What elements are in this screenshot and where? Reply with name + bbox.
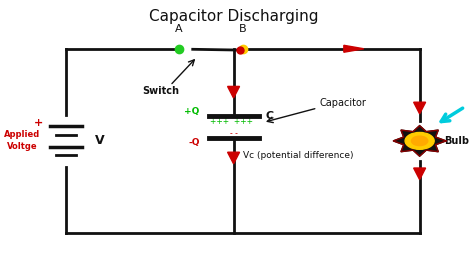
- Text: +: +: [34, 118, 43, 128]
- Polygon shape: [393, 126, 446, 156]
- Polygon shape: [344, 45, 364, 52]
- Text: - -: - -: [229, 129, 237, 138]
- Polygon shape: [228, 152, 239, 164]
- Circle shape: [405, 132, 434, 149]
- Polygon shape: [414, 168, 426, 180]
- Text: A: A: [175, 24, 183, 34]
- Text: C: C: [265, 111, 273, 121]
- Circle shape: [411, 136, 428, 146]
- Text: Applied
Voltge: Applied Voltge: [4, 131, 41, 151]
- Text: Capacitor: Capacitor: [320, 98, 367, 108]
- Text: +++  +++: +++ +++: [210, 117, 253, 126]
- Text: +Q: +Q: [184, 107, 200, 117]
- Text: V: V: [95, 134, 105, 147]
- Text: Capacitor Discharging: Capacitor Discharging: [149, 9, 319, 24]
- Text: Switch: Switch: [143, 86, 180, 95]
- Polygon shape: [228, 86, 239, 98]
- Text: -Q: -Q: [188, 138, 200, 147]
- Text: Vc (potential difference): Vc (potential difference): [243, 151, 353, 160]
- Text: Bulb: Bulb: [445, 136, 470, 146]
- Polygon shape: [414, 102, 426, 114]
- Text: B: B: [239, 24, 246, 34]
